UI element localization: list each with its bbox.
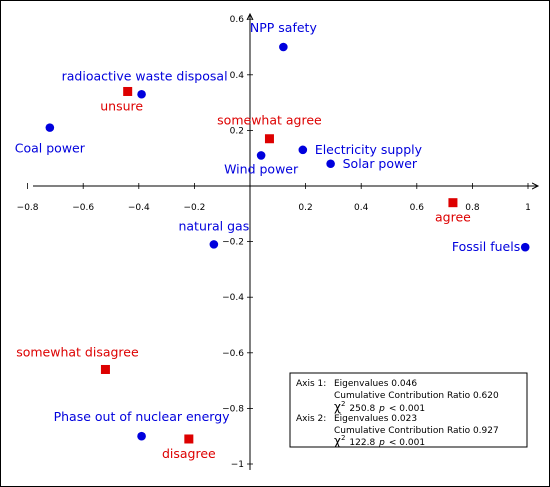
circle-marker-natural-gas	[209, 240, 219, 249]
x-tick-label: −0.8	[17, 203, 39, 213]
point-label-somewhat-disagree: somewhat disagree	[16, 344, 139, 359]
axis2-eigenvalues: Eigenvalues 0.023	[334, 414, 417, 424]
axis2-chi: χ2 122.8 p < 0.001	[334, 434, 425, 448]
axis2-label: Axis 2:	[296, 414, 326, 424]
x-tick-label: 0.2	[298, 203, 312, 213]
y-tick-label: 0.4	[230, 71, 245, 81]
point-label-electricity-supply: Electricity supply	[315, 142, 423, 157]
x-tick-label: 0.6	[410, 203, 425, 213]
point-label-agree: agree	[435, 210, 471, 225]
point-label-natural-gas: natural gas	[178, 218, 249, 233]
circle-marker-solar-power	[326, 159, 335, 169]
circle-marker-wind-power	[256, 151, 266, 160]
marks	[45, 42, 530, 444]
x-tick-label: −0.2	[183, 203, 205, 213]
square-marker-agree	[448, 198, 458, 208]
circle-marker-npp-safety	[279, 42, 288, 52]
x-tick-label: 1	[525, 203, 531, 213]
axis1-chi: χ2 250.8 p < 0.001	[334, 400, 425, 414]
point-label-somewhat-agree: somewhat agree	[217, 113, 322, 128]
y-tick-label: −0.6	[222, 349, 244, 359]
point-label-npp-safety: NPP safety	[250, 20, 318, 35]
point-label-coal-power: Coal power	[15, 141, 86, 156]
axis1-label: Axis 1:	[296, 379, 326, 389]
y-tick-label: 0.6	[230, 15, 245, 25]
circle-marker-radioactive-waste-disposal	[137, 89, 146, 99]
point-label-wind-power: Wind power	[224, 161, 299, 176]
square-marker-somewhat-agree	[264, 134, 274, 144]
square-marker-disagree	[184, 434, 194, 444]
x-tick-label: −0.6	[72, 203, 94, 213]
circle-marker-coal-power	[45, 123, 55, 132]
statistics-box: Axis 1: Eigenvalues 0.046 Cumulative Con…	[289, 372, 528, 448]
circle-marker-electricity-supply	[298, 145, 308, 155]
point-label-solar-power: Solar power	[343, 156, 418, 171]
y-tick-label: −0.8	[222, 404, 244, 414]
circle-marker-fossil-fuels	[520, 242, 530, 252]
circle-marker-phase-out-of-nuclear-energy	[137, 431, 146, 441]
axis2-ratio: Cumulative Contribution Ratio 0.927	[334, 426, 499, 436]
point-label-unsure: unsure	[100, 98, 143, 113]
statistics-box-border	[289, 372, 528, 448]
y-tick-label: −1	[231, 460, 244, 470]
point-label-disagree: disagree	[162, 446, 216, 461]
point-label-fossil-fuels: Fossil fuels	[452, 239, 520, 254]
y-tick-label: −0.4	[222, 293, 244, 303]
point-label-phase-out-of-nuclear-energy: Phase out of nuclear energy	[54, 409, 231, 424]
square-marker-unsure	[123, 86, 133, 96]
square-marker-somewhat-disagree	[100, 364, 110, 374]
y-tick-label: 0.2	[230, 126, 244, 136]
y-tick-label: −0.2	[222, 238, 244, 248]
ticks: −0.8 −0.6 −0.4 −0.2 0.2 0.4 0.6 0.8 1 0.6 0.4 0.2 −0…	[17, 15, 531, 470]
point-label-radioactive-waste-disposal: radioactive waste disposal	[62, 68, 228, 83]
x-tick-label: −0.4	[128, 203, 150, 213]
axis1-ratio: Cumulative Contribution Ratio 0.620	[334, 391, 499, 401]
point-labels: NPP safety radioactive waste disposal Coal…	[15, 20, 520, 461]
axis1-eigenvalues: Eigenvalues 0.046	[334, 379, 417, 389]
x-tick-label: 0.8	[465, 203, 480, 213]
x-tick-label: 0.4	[354, 203, 369, 213]
